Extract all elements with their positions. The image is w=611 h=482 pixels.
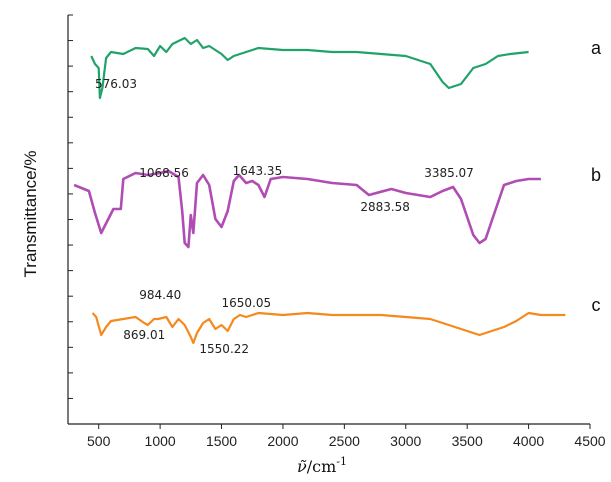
peak-annotation: 1650.05: [222, 296, 272, 310]
x-tick-label: 1500: [206, 433, 237, 449]
series-label-c: c: [592, 295, 601, 315]
axes: 500 1000 1500 2000 2500 3000 3500 4000 4500: [67, 14, 606, 449]
peak-annotation: 1550.22: [199, 342, 249, 356]
series-line-b: [73, 169, 541, 249]
series-line-c: [91, 311, 566, 345]
x-tick-label: 2500: [329, 433, 360, 449]
peak-annotation: 3385.07: [424, 166, 474, 180]
x-tick-label: 2000: [267, 433, 298, 449]
peak-annotation: 576.03: [95, 77, 137, 91]
series-line-a: [90, 36, 529, 100]
peak-annotation: 869.01: [123, 328, 165, 342]
y-axis-label: Transmittance/%: [21, 151, 40, 278]
x-tick-label: 3000: [390, 433, 421, 449]
x-axis-unit-exponent: -1: [336, 455, 347, 468]
series-label-b: b: [591, 165, 601, 185]
peak-annotation: 1643.35: [233, 164, 283, 178]
series-label-a: a: [591, 38, 602, 58]
peak-annotation: 1068.56: [139, 166, 189, 180]
x-axis-label: ν̃/cm-1: [297, 455, 347, 476]
x-tick-label: 3500: [452, 433, 483, 449]
x-tick-label: 500: [87, 433, 111, 449]
series-layer: a b c: [73, 36, 602, 345]
peak-annotation: 984.40: [139, 288, 181, 302]
peak-annotation: 2883.58: [360, 200, 410, 214]
x-tick-label: 1000: [145, 433, 176, 449]
x-tick-label: 4500: [574, 433, 605, 449]
x-axis-symbol: ν̃: [297, 457, 307, 476]
annotation-layer: 576.03 1068.56 1643.35 2883.58 3385.07 984.40…: [95, 77, 474, 356]
x-tick-label: 4000: [513, 433, 544, 449]
x-axis-unit: /cm: [307, 457, 337, 476]
